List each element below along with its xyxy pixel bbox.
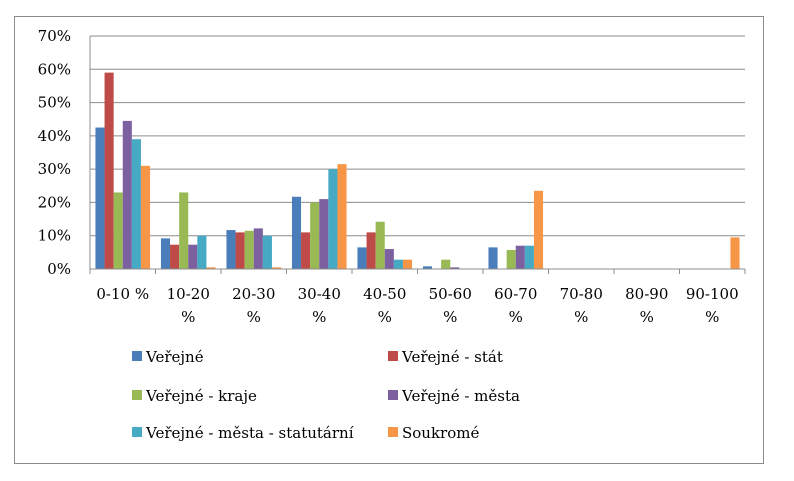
- bar: [244, 230, 254, 269]
- x-tick-label: 30-40: [298, 285, 341, 303]
- legend-label: Veřejné - kraje: [145, 387, 257, 405]
- x-tick-label: %: [443, 308, 457, 326]
- x-tick-label: %: [705, 308, 719, 326]
- legend-swatch: [132, 390, 142, 400]
- bar: [488, 247, 498, 269]
- bar: [357, 247, 367, 269]
- bar: [131, 139, 141, 269]
- bar-chart: 0% 10% 20% 30% 40% 50% 60% 70% 0-10 % 10-20% 20-30…: [38, 27, 746, 442]
- bar: [226, 230, 236, 269]
- y-tick-label: 30%: [38, 160, 71, 178]
- legend-swatch: [388, 427, 398, 437]
- x-tick-label: %: [509, 308, 523, 326]
- bar: [366, 232, 376, 269]
- legend-swatch: [388, 390, 398, 400]
- axis-layer: 0% 10% 20% 30% 40% 50% 60% 70% 0-10 % 10-20% 20-30…: [38, 27, 746, 326]
- bar: [206, 267, 216, 269]
- bar: [122, 120, 132, 269]
- bar: [393, 259, 403, 269]
- bar: [337, 164, 347, 269]
- bar: [441, 259, 451, 269]
- bar: [301, 232, 311, 269]
- y-tick-label: 10%: [38, 227, 71, 245]
- bar: [422, 266, 433, 269]
- bar: [524, 245, 534, 269]
- x-tick-label: 80-90: [625, 285, 668, 303]
- bar: [271, 267, 282, 269]
- legend-swatch: [388, 351, 398, 361]
- bar: [506, 250, 516, 269]
- bar: [450, 267, 460, 269]
- x-tick-label: %: [574, 308, 588, 326]
- bar: [179, 192, 189, 269]
- bar: [160, 238, 171, 269]
- legend: Veřejné Veřejné - stát Veřejné - kraje Veře…: [132, 348, 520, 442]
- bar: [328, 169, 338, 269]
- x-tick-label: 10-20: [167, 285, 210, 303]
- x-tick-label: 70-80: [560, 285, 603, 303]
- bar: [291, 196, 302, 269]
- legend-label: Veřejné - stát: [401, 348, 503, 366]
- bar: [515, 245, 525, 269]
- bar: [170, 244, 180, 269]
- x-tick-label: %: [378, 308, 392, 326]
- bar: [188, 244, 198, 269]
- x-tick-label: 20-30: [232, 285, 275, 303]
- bar: [375, 221, 385, 269]
- x-tick-label: 40-50: [363, 285, 406, 303]
- bar: [319, 199, 329, 269]
- x-tick-label: 0-10 %: [96, 285, 149, 303]
- bar: [235, 232, 245, 269]
- bar: [253, 228, 263, 269]
- y-tick-label: 0%: [47, 260, 71, 278]
- x-tick-label: %: [640, 308, 654, 326]
- chart-frame: 0% 10% 20% 30% 40% 50% 60% 70% 0-10 % 10-20% 20-30…: [14, 16, 764, 464]
- legend-label: Veřejné - města - statutární: [145, 424, 354, 442]
- x-tick-label: %: [181, 308, 195, 326]
- bars-layer: [95, 72, 740, 270]
- legend-label: Veřejné: [145, 348, 204, 366]
- bar: [113, 192, 123, 269]
- y-tick-label: 40%: [38, 127, 71, 145]
- y-tick-label: 60%: [38, 60, 71, 78]
- x-tick-label: 50-60: [429, 285, 472, 303]
- bar: [384, 249, 394, 269]
- legend-label: Veřejné - města: [401, 387, 520, 405]
- legend-swatch: [132, 427, 142, 437]
- bar: [730, 237, 740, 269]
- x-tick-label: 90-100: [686, 285, 739, 303]
- y-tick-label: 20%: [38, 193, 71, 211]
- legend-swatch: [132, 351, 142, 361]
- y-tick-label: 70%: [38, 27, 71, 45]
- bar: [95, 127, 105, 270]
- bar: [140, 165, 151, 269]
- bar: [533, 190, 544, 269]
- bar: [402, 259, 413, 269]
- bar: [262, 235, 272, 269]
- x-tick-label: %: [247, 308, 261, 326]
- bar: [104, 72, 114, 269]
- y-tick-label: 50%: [38, 94, 71, 112]
- bar: [197, 235, 207, 269]
- x-tick-label: 60-70: [494, 285, 537, 303]
- legend-label: Soukromé: [402, 424, 479, 442]
- x-tick-label: %: [312, 308, 326, 326]
- bar: [310, 202, 320, 269]
